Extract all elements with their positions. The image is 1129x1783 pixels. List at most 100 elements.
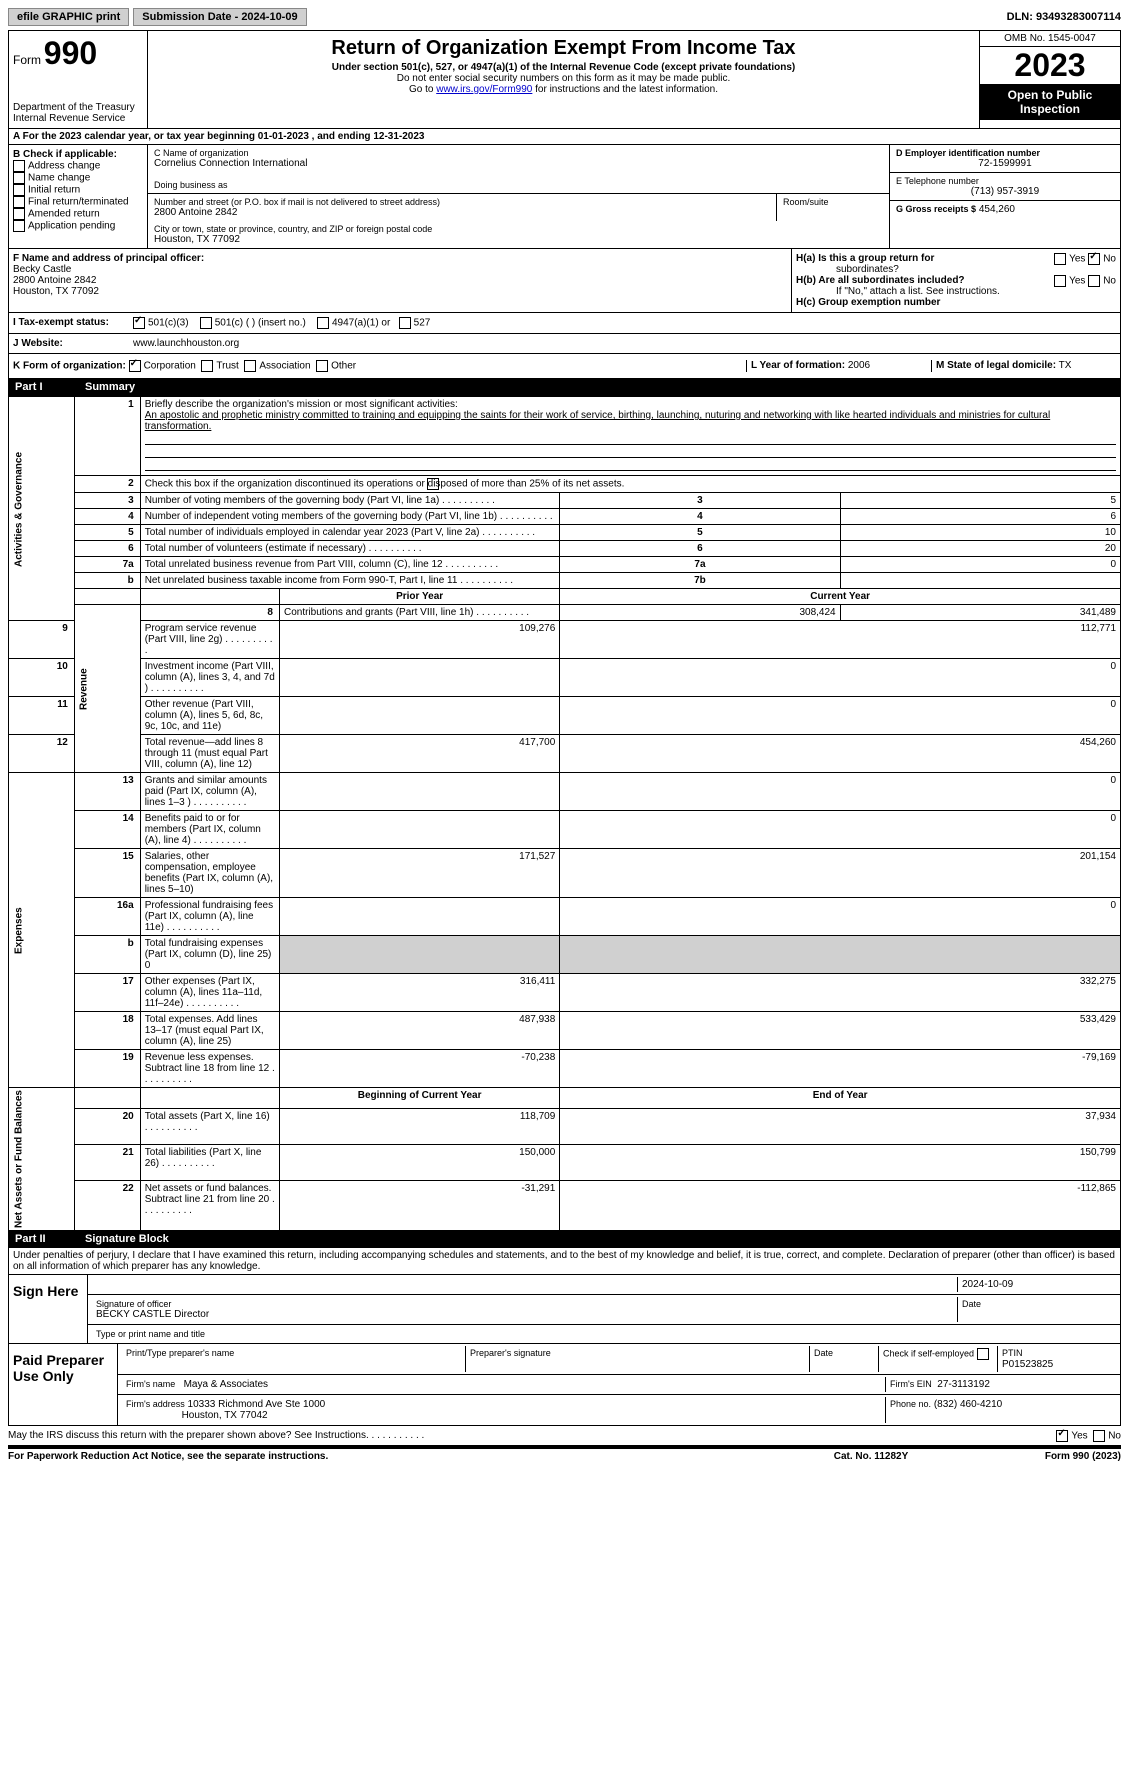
val-line7a: 0 <box>840 557 1120 573</box>
sign-here-label: Sign Here <box>9 1275 88 1343</box>
checkbox-527[interactable] <box>399 317 411 329</box>
paid-preparer-section: Paid Preparer Use Only Print/Type prepar… <box>8 1344 1121 1426</box>
checkbox-hb-yes[interactable] <box>1054 275 1066 287</box>
checkbox-initial-return[interactable] <box>13 184 25 196</box>
phone-label: E Telephone number <box>896 176 1114 186</box>
curr-line12: 454,260 <box>560 735 1121 773</box>
officer-addr1: 2800 Antoine 2842 <box>13 275 787 286</box>
form-word: Form <box>13 53 41 67</box>
checkbox-4947[interactable] <box>317 317 329 329</box>
end-line20: 37,934 <box>560 1109 1121 1145</box>
curr-line18: 533,429 <box>560 1012 1121 1050</box>
officer-name: Becky Castle <box>13 264 787 275</box>
curr-line16b <box>560 936 1121 974</box>
officer-label: F Name and address of principal officer: <box>13 253 787 264</box>
side-label-expenses: Expenses <box>9 773 75 1088</box>
checkbox-corporation[interactable] <box>129 360 141 372</box>
mission-text: An apostolic and prophetic ministry comm… <box>145 410 1050 432</box>
prior-line17: 316,411 <box>279 974 559 1012</box>
checkbox-501c3[interactable] <box>133 317 145 329</box>
firm-addr1: 10333 Richmond Ave Ste 1000 <box>188 1399 326 1410</box>
checkbox-ha-no[interactable] <box>1088 253 1100 265</box>
paperwork-notice: For Paperwork Reduction Act Notice, see … <box>8 1451 771 1462</box>
form-footer: Form 990 (2023) <box>971 1451 1121 1462</box>
room-label: Room/suite <box>783 197 883 207</box>
checkbox-final-return[interactable] <box>13 196 25 208</box>
org-name: Cornelius Connection International <box>154 158 883 169</box>
val-line4: 6 <box>840 509 1120 525</box>
public-inspection: Open to Public Inspection <box>980 84 1120 120</box>
gross-label: G Gross receipts $ <box>896 204 976 214</box>
val-line3: 5 <box>840 493 1120 509</box>
part1-header: Part I Summary <box>8 379 1121 396</box>
box-f: F Name and address of principal officer:… <box>9 249 792 312</box>
begin-line21: 150,000 <box>279 1144 559 1180</box>
checkbox-other[interactable] <box>316 360 328 372</box>
begin-line20: 118,709 <box>279 1109 559 1145</box>
section-bcd: B Check if applicable: Address change Na… <box>8 145 1121 249</box>
org-name-label: C Name of organization <box>154 148 883 158</box>
footer-row: For Paperwork Reduction Act Notice, see … <box>8 1447 1121 1464</box>
checkbox-hb-no[interactable] <box>1088 275 1100 287</box>
val-line7b <box>840 573 1120 589</box>
phone-value: (713) 957-3919 <box>896 186 1114 197</box>
prior-line12: 417,700 <box>279 735 559 773</box>
checkbox-line2[interactable] <box>427 478 439 490</box>
website-label: J Website: <box>13 338 133 349</box>
declaration-text: Under penalties of perjury, I declare th… <box>8 1248 1121 1275</box>
curr-line14: 0 <box>560 811 1121 849</box>
checkbox-association[interactable] <box>244 360 256 372</box>
preparer-phone: (832) 460-4210 <box>934 1399 1002 1410</box>
curr-line13: 0 <box>560 773 1121 811</box>
box-d: D Employer identification number 72-1599… <box>890 145 1120 248</box>
state-domicile: TX <box>1059 360 1072 371</box>
curr-line16a: 0 <box>560 898 1121 936</box>
curr-line15: 201,154 <box>560 849 1121 898</box>
addr-value: 2800 Antoine 2842 <box>154 207 770 218</box>
prior-line15: 171,527 <box>279 849 559 898</box>
box-b-title: B Check if applicable: <box>13 149 143 160</box>
firm-name: Maya & Associates <box>184 1379 268 1390</box>
year-formation: 2006 <box>848 360 870 371</box>
prior-line19: -70,238 <box>279 1050 559 1088</box>
firm-addr2: Houston, TX 77042 <box>182 1410 268 1421</box>
side-label-netassets: Net Assets or Fund Balances <box>9 1088 75 1231</box>
checkbox-address-change[interactable] <box>13 160 25 172</box>
prior-line16b <box>279 936 559 974</box>
checkbox-trust[interactable] <box>201 360 213 372</box>
ptin-value: P01523825 <box>1002 1359 1053 1370</box>
efile-button[interactable]: efile GRAPHIC print <box>8 8 129 26</box>
part2-header: Part II Signature Block <box>8 1231 1121 1248</box>
top-bar: efile GRAPHIC print Submission Date - 20… <box>8 8 1121 26</box>
box-c: C Name of organization Cornelius Connect… <box>148 145 890 248</box>
checkbox-501c[interactable] <box>200 317 212 329</box>
section-klm: K Form of organization: Corporation Trus… <box>8 354 1121 379</box>
ssn-note: Do not enter social security numbers on … <box>152 73 975 84</box>
addr-label: Number and street (or P.O. box if mail i… <box>154 197 770 207</box>
website-value: www.launchhouston.org <box>133 338 239 349</box>
row-a-period: A For the 2023 calendar year, or tax yea… <box>8 129 1121 145</box>
checkbox-discuss-no[interactable] <box>1093 1430 1105 1442</box>
section-ij: I Tax-exempt status: 501(c)(3) 501(c) ( … <box>8 313 1121 334</box>
box-h: H(a) Is this a group return for Yes No s… <box>792 249 1120 312</box>
side-label-governance: Activities & Governance <box>9 397 75 621</box>
curr-line11: 0 <box>560 697 1121 735</box>
officer-signature-name: BECKY CASTLE Director <box>96 1309 953 1320</box>
irs-link[interactable]: www.irs.gov/Form990 <box>436 84 532 95</box>
val-line6: 20 <box>840 541 1120 557</box>
prior-line10 <box>279 659 559 697</box>
section-j: J Website: www.launchhouston.org <box>8 334 1121 354</box>
form-subtitle: Under section 501(c), 527, or 4947(a)(1)… <box>152 62 975 73</box>
checkbox-discuss-yes[interactable] <box>1056 1430 1068 1442</box>
summary-table: Activities & Governance 1 Briefly descri… <box>8 396 1121 1231</box>
checkbox-amended-return[interactable] <box>13 208 25 220</box>
checkbox-name-change[interactable] <box>13 172 25 184</box>
prior-line8: 308,424 <box>560 605 840 621</box>
checkbox-application-pending[interactable] <box>13 220 25 232</box>
checkbox-ha-yes[interactable] <box>1054 253 1066 265</box>
submission-date-button[interactable]: Submission Date - 2024-10-09 <box>133 8 306 26</box>
paid-preparer-label: Paid Preparer Use Only <box>9 1344 118 1425</box>
checkbox-self-employed[interactable] <box>977 1348 989 1360</box>
section-fh: F Name and address of principal officer:… <box>8 249 1121 313</box>
officer-addr2: Houston, TX 77092 <box>13 286 787 297</box>
